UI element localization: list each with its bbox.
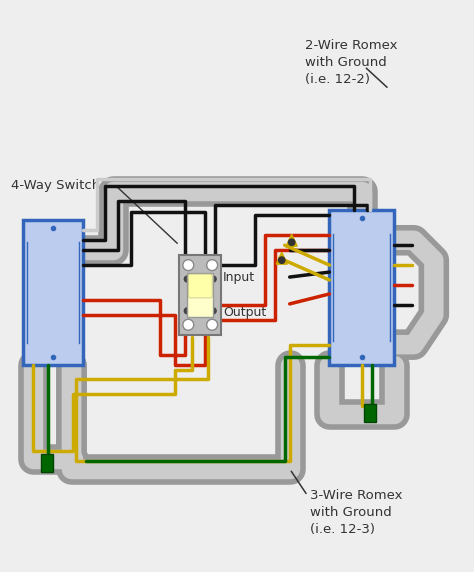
Circle shape (207, 319, 218, 330)
Text: Input: Input (223, 271, 255, 284)
Bar (364, 404, 376, 422)
Circle shape (184, 276, 190, 282)
Bar (23, 220, 83, 364)
Circle shape (279, 257, 285, 263)
Bar (179, 255, 221, 335)
Circle shape (210, 276, 216, 282)
Circle shape (183, 319, 194, 330)
Text: 4-Way Switch: 4-Way Switch (11, 179, 100, 192)
Circle shape (210, 308, 216, 314)
Text: 3-Wire Romex
with Ground
(i.e. 12-3): 3-Wire Romex with Ground (i.e. 12-3) (310, 489, 402, 536)
FancyBboxPatch shape (188, 274, 212, 298)
Text: Output: Output (223, 307, 266, 319)
Circle shape (289, 239, 295, 245)
Bar (187, 273, 213, 317)
Bar (41, 454, 53, 472)
Text: 2-Wire Romex
with Ground
(i.e. 12-2): 2-Wire Romex with Ground (i.e. 12-2) (305, 39, 397, 86)
Polygon shape (286, 235, 297, 246)
Polygon shape (276, 252, 287, 264)
Circle shape (207, 260, 218, 271)
Bar (329, 210, 394, 364)
Circle shape (183, 260, 194, 271)
Circle shape (184, 308, 190, 314)
